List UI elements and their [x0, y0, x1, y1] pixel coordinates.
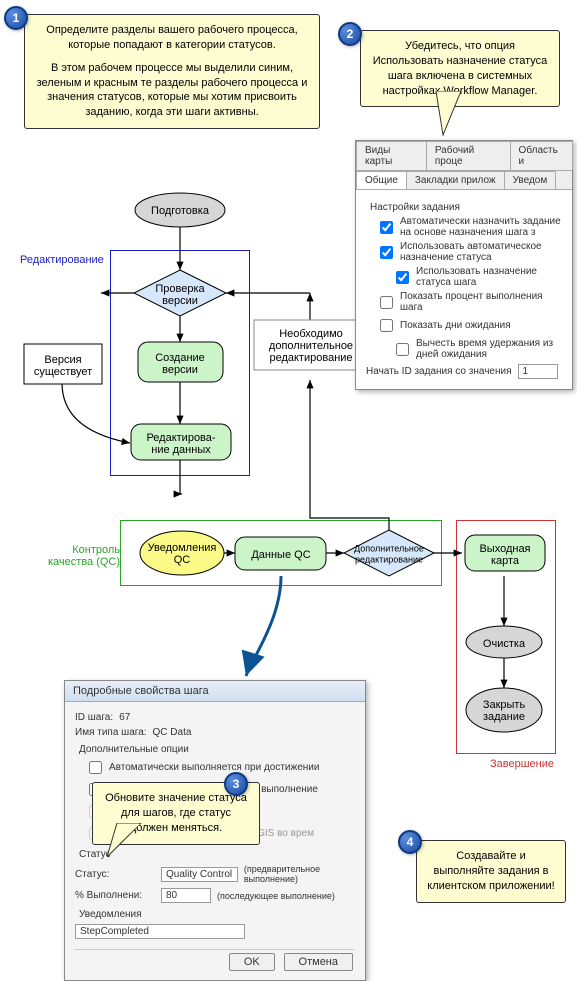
- node-cj-l2: задание: [483, 711, 525, 723]
- node-qn-l1: Уведомления: [148, 542, 217, 554]
- badge-2: 2: [338, 22, 362, 46]
- settings-idvalue[interactable]: 1: [518, 364, 558, 379]
- dialog-title: Подробные свойства шага: [65, 681, 365, 702]
- callout-1-p1: Определите разделы вашего рабочего проце…: [35, 23, 309, 53]
- badge-1: 1: [4, 6, 28, 30]
- dlg-notify-value[interactable]: StepCompleted: [75, 924, 245, 939]
- badge-3: 3: [224, 772, 248, 796]
- chk-use-step-status[interactable]: [396, 271, 409, 284]
- chk5-label: Показать дни ожидания: [400, 320, 511, 331]
- dlg-opt1-label: Автоматически выполняется при достижении: [109, 762, 319, 773]
- tab-workflow[interactable]: Рабочий проце: [426, 141, 511, 170]
- ok-button[interactable]: OK: [229, 953, 275, 971]
- tab-mapviews[interactable]: Виды карты: [356, 141, 427, 170]
- node-check-l2: версии: [162, 295, 198, 307]
- dlg-name-value: QC Data: [153, 727, 192, 738]
- node-prep-label: Подготовка: [151, 205, 210, 217]
- node-vex-l1: Версия: [44, 354, 81, 366]
- node-cv-l1: Создание: [155, 352, 205, 364]
- tab-bookmarks[interactable]: Закладки прилож: [406, 171, 505, 189]
- callout-1: Определите разделы вашего рабочего проце…: [24, 14, 320, 129]
- node-om-l1: Выходная: [479, 543, 530, 555]
- dlg-status-value[interactable]: Quality Control: [161, 867, 238, 882]
- dlg-id-value: 67: [119, 712, 130, 723]
- chk-show-pct[interactable]: [380, 296, 393, 309]
- callout-4: Создавайте и выполняйте задания в клиент…: [416, 840, 566, 903]
- chk-show-wait[interactable]: [380, 319, 393, 332]
- node-vex-l2: существует: [34, 366, 92, 378]
- settings-panel: Виды карты Рабочий проце Область и Общие…: [355, 140, 573, 390]
- tab-general[interactable]: Общие: [356, 171, 407, 189]
- settings-section: Настройки задания: [370, 202, 562, 213]
- chk-auto-assign[interactable]: [380, 221, 393, 234]
- dlg-status-note: (предварительное выполнение): [244, 864, 355, 884]
- dlg-notify-section: Уведомления: [79, 909, 355, 920]
- tab-area[interactable]: Область и: [510, 141, 573, 170]
- node-cv-l2: версии: [162, 364, 198, 376]
- node-me-l1: Дополнительное: [354, 543, 424, 553]
- node-ed-l1: Редактирова-: [146, 432, 215, 444]
- el-l1: Необходимо: [279, 328, 343, 340]
- chk1-label: Автоматически назначить задание на основ…: [400, 216, 562, 238]
- node-cl: Очистка: [483, 638, 526, 650]
- badge-4: 4: [398, 830, 422, 854]
- callout-1-p2: В этом рабочем процессе мы выделили сини…: [35, 61, 309, 120]
- cancel-button[interactable]: Отмена: [284, 953, 353, 971]
- node-cj-l1: Закрыть: [483, 699, 526, 711]
- chk2-label: Использовать автоматическое назначение с…: [400, 241, 562, 263]
- settings-idlabel: Начать ID задания со значения: [366, 366, 512, 377]
- tab-notify[interactable]: Уведом: [504, 171, 557, 189]
- node-me-l2: редактирование: [355, 554, 423, 564]
- dlg-pct-value[interactable]: 80: [161, 888, 211, 903]
- node-om-l2: карта: [491, 555, 520, 567]
- dlg-name-label: Имя типа шага:: [75, 727, 147, 738]
- dlg-pct-note: (последующее выполнение): [217, 891, 335, 901]
- chk6-label: Вычесть время удержания из дней ожидания: [416, 338, 562, 360]
- callout-4-text: Создавайте и выполняйте задания в клиент…: [427, 850, 554, 892]
- node-qd: Данные QC: [251, 549, 310, 561]
- node-qn-l2: QC: [174, 554, 191, 566]
- el-l3: редактирование: [269, 352, 352, 364]
- chk3-label: Использовать назначение статуса шага: [416, 266, 562, 288]
- el-l2: дополнительное: [269, 340, 353, 352]
- canvas: Подготовка Проверка версии Версия сущест…: [0, 0, 577, 950]
- dlg-status-label: Статус:: [75, 869, 155, 880]
- chk-auto-status[interactable]: [380, 246, 393, 259]
- chk4-label: Показать процент выполнения шага: [400, 291, 562, 313]
- dlg-opts-label: Дополнительные опции: [79, 744, 355, 755]
- callout-2: Убедитесь, что опция Использовать назнач…: [360, 30, 560, 107]
- chk-subtract-hold[interactable]: [396, 343, 409, 356]
- callout-2-text: Убедитесь, что опция Использовать назнач…: [373, 40, 548, 97]
- dlg-id-label: ID шага:: [75, 712, 113, 723]
- node-check-l1: Проверка: [155, 283, 205, 295]
- dlg-opt1[interactable]: [89, 761, 102, 774]
- node-ed-l2: ние данных: [151, 444, 211, 456]
- dlg-pct-label: % Выполнени:: [75, 890, 155, 901]
